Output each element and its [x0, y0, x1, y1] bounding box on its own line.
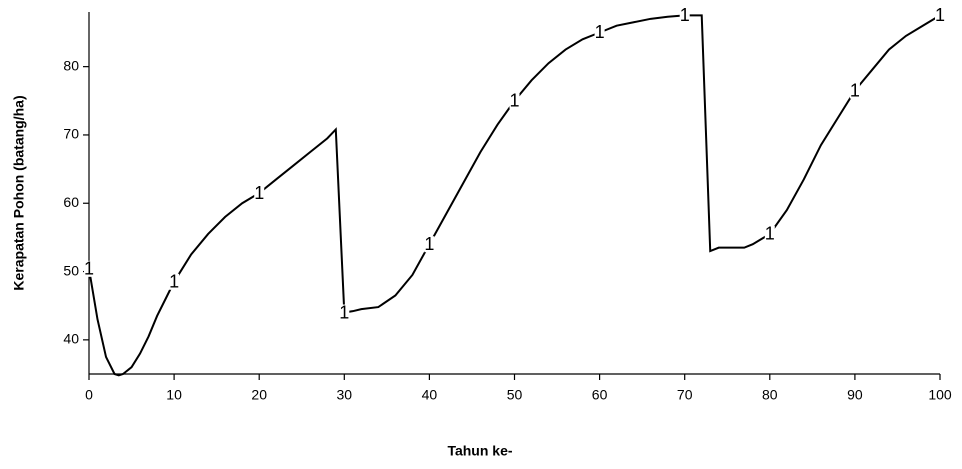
series-marker: 1: [850, 80, 860, 100]
series-marker: 1: [509, 91, 519, 111]
y-axis-label: Kerapatan Pohon (batang/ha): [11, 95, 27, 290]
x-tick-label: 40: [422, 387, 438, 403]
line: [88, 14, 941, 377]
series-marker: 1: [169, 272, 179, 292]
marker-bg: [424, 236, 435, 253]
marker-bg: [254, 185, 265, 201]
series-marker: 1: [765, 224, 775, 244]
series-marker: 1: [254, 183, 264, 203]
series-marker: 1: [595, 22, 605, 42]
marker-bg: [509, 92, 520, 109]
series-marker: 1: [935, 5, 945, 25]
y-tick-label: 40: [63, 331, 79, 347]
marker-bg: [84, 260, 94, 277]
marker-bg: [594, 24, 605, 41]
series-marker: 1: [84, 259, 94, 279]
marker-bg: [679, 7, 690, 24]
x-axis-label: Tahun ke-: [447, 443, 512, 459]
x-tick-label: 50: [507, 387, 523, 403]
x-tick-label: 70: [677, 387, 693, 403]
marker-bg: [339, 304, 350, 321]
x-tick-label: 20: [251, 387, 267, 403]
marker-bg: [764, 225, 775, 242]
series-marker: 1: [424, 234, 434, 254]
series-marker: 1: [339, 302, 349, 322]
y-tick-label: 70: [63, 126, 79, 142]
y-tick-label: 50: [63, 262, 79, 278]
x-tick-label: 80: [762, 387, 778, 403]
y-tick-label: 60: [63, 194, 79, 210]
marker-bg: [169, 273, 180, 290]
x-tick-label: 30: [337, 387, 353, 403]
marker-bg: [849, 82, 860, 99]
x-tick-label: 0: [85, 387, 93, 403]
x-tick-label: 90: [847, 387, 863, 403]
x-tick-label: 60: [592, 387, 608, 403]
y-tick-label: 80: [63, 57, 79, 73]
x-tick-label: 10: [166, 387, 182, 403]
series-marker: 1: [680, 5, 690, 25]
x-tick-label: 100: [928, 387, 952, 403]
marker-bg: [935, 7, 945, 24]
